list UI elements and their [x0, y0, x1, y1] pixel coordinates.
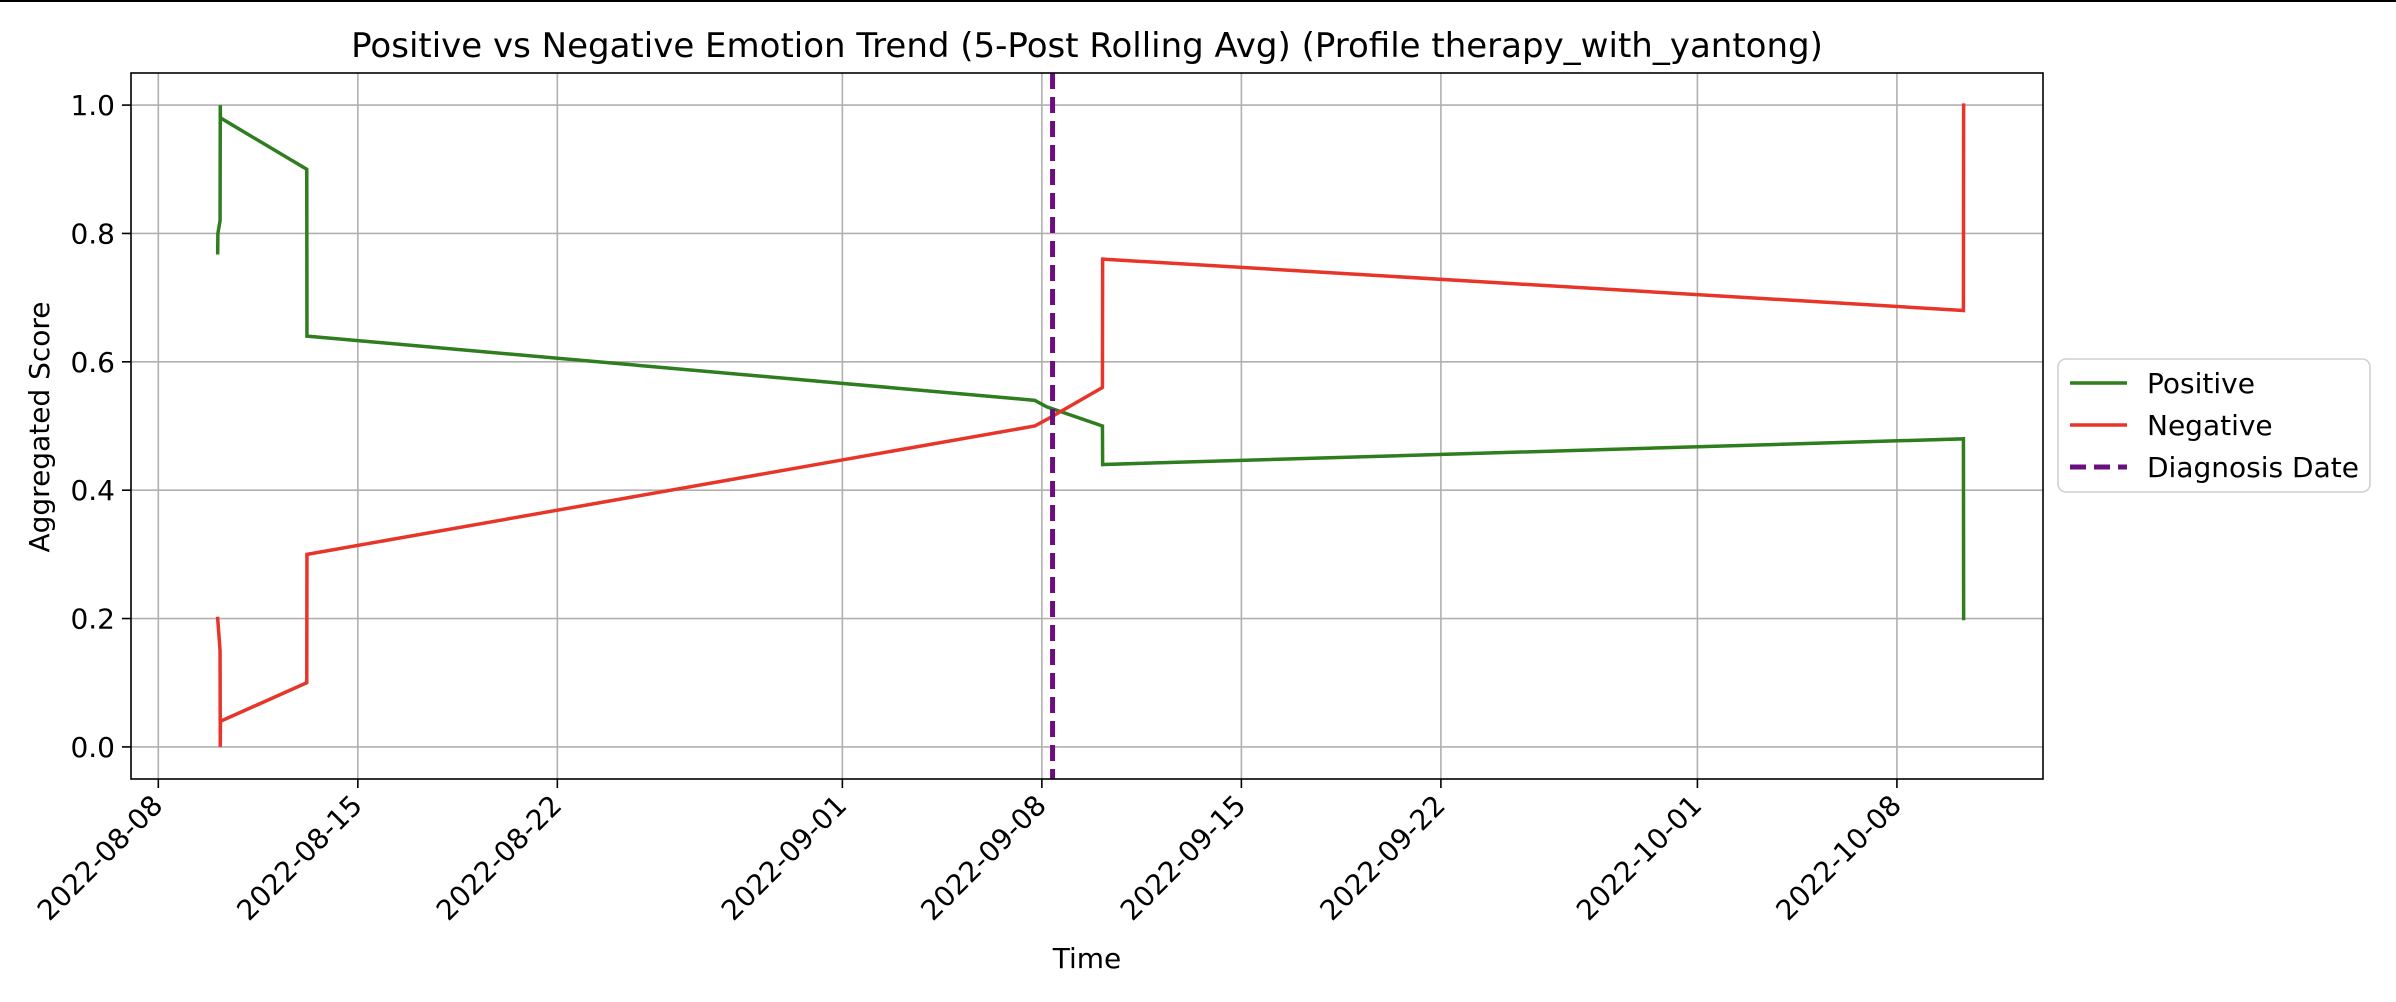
x-tick-label: 2022-09-15	[1114, 789, 1252, 927]
x-axis-title: Time	[1052, 942, 1122, 975]
series-layer	[215, 103, 1966, 747]
x-tick-label: 2022-09-01	[715, 789, 853, 927]
y-tick-label: 0.8	[70, 217, 115, 250]
x-tick-label: 2022-08-08	[31, 789, 169, 927]
series-line-positive	[215, 105, 1966, 621]
y-tick-label: 0.0	[70, 731, 115, 764]
y-tick-label: 1.0	[70, 89, 115, 122]
legend-box	[2057, 358, 2371, 493]
y-tick-label: 0.6	[70, 346, 115, 379]
x-axis-ticks: 2022-08-08 2022-08-15 2022-08-22 2022-09-01…	[31, 779, 1908, 927]
plot-frame	[130, 72, 2044, 780]
chart-title: Positive vs Negative Emotion Trend (5-Po…	[351, 26, 1823, 66]
legend: Positive Negative Diagnosis Date	[2057, 358, 2371, 493]
x-tick-label: 2022-10-08	[1769, 789, 1907, 927]
y-axis-ticks: 0.0 0.2 0.4 0.6 0.8 1.0	[70, 89, 131, 764]
x-tick-label: 2022-09-08	[914, 789, 1052, 927]
series-line-negative	[215, 103, 1966, 747]
x-tick-label: 2022-09-22	[1313, 789, 1451, 927]
y-tick-label: 0.4	[70, 474, 115, 507]
grid	[131, 73, 2043, 779]
legend-positive-label: Positive	[2147, 367, 2255, 400]
y-tick-label: 0.2	[70, 603, 115, 636]
x-tick-label: 2022-08-22	[430, 789, 568, 927]
legend-negative-label: Negative	[2147, 409, 2273, 442]
x-tick-label: 2022-10-01	[1570, 789, 1708, 927]
legend-diagnosis-date-label: Diagnosis Date	[2147, 451, 2359, 484]
y-axis-title: Aggregated Score	[23, 301, 56, 552]
x-tick-label: 2022-08-15	[230, 789, 368, 927]
